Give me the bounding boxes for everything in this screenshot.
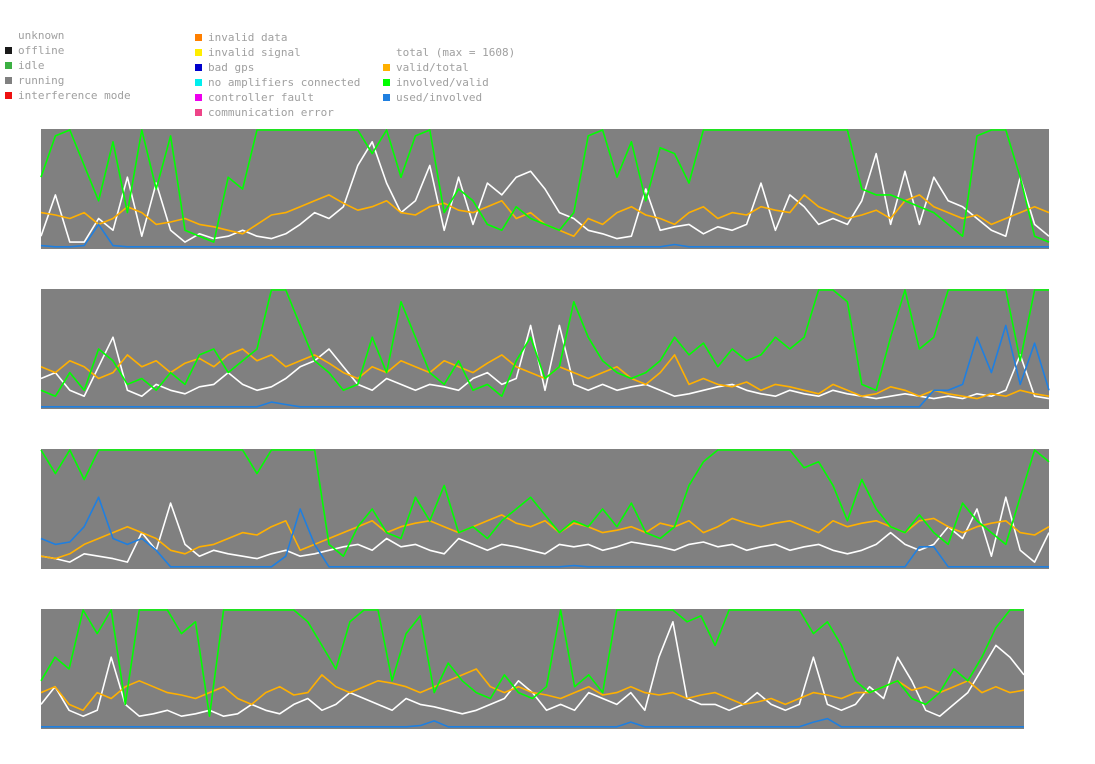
- series-total-line: [40, 496, 1050, 563]
- chart-panel-3: [40, 449, 1050, 569]
- legend-label: involved/valid: [396, 76, 489, 89]
- legend-swatch: [195, 94, 202, 101]
- series-involved-valid-line: [40, 609, 1024, 718]
- legend-label: offline: [18, 44, 65, 57]
- legend-swatch: [383, 94, 390, 101]
- legend-swatch: [195, 79, 202, 86]
- legend-label: no amplifiers connected: [208, 76, 361, 89]
- series-involved-valid-line: [40, 129, 1050, 243]
- legend-label: total (max = 1608): [396, 46, 516, 59]
- legend-label: communication error: [208, 106, 334, 119]
- series-total-line: [40, 324, 1050, 400]
- chart-panel-2: [40, 289, 1050, 409]
- chart-panel-1: [40, 129, 1050, 249]
- series-used-involved-line: [40, 223, 1049, 248]
- legend-swatch: [383, 64, 390, 71]
- legend-swatch: [195, 64, 202, 71]
- legend-swatch: [5, 62, 12, 69]
- series-used-involved-line: [41, 324, 1050, 408]
- legend-label: running: [18, 74, 65, 87]
- legend-label: invalid data: [208, 31, 288, 44]
- series-valid-total-line: [40, 668, 1025, 712]
- legend-label: idle: [18, 59, 45, 72]
- panel-background-running: [41, 609, 1024, 729]
- legend-label: valid/total: [396, 61, 469, 74]
- series-used-involved-line: [40, 496, 1049, 568]
- legend-swatch: [195, 49, 202, 56]
- legend-label: interference mode: [18, 89, 131, 102]
- legend-label: unknown: [18, 29, 65, 42]
- legend-swatch: [5, 77, 12, 84]
- series-valid-total-line: [40, 514, 1050, 560]
- legend-swatch: [195, 34, 202, 41]
- legend-swatch: [195, 109, 202, 116]
- legend-swatch: [5, 32, 12, 39]
- legend-swatch: [383, 49, 390, 56]
- legend-label: invalid signal: [208, 46, 301, 59]
- series-total-line: [40, 141, 1050, 243]
- legend-label: bad gps: [208, 61, 255, 74]
- legend-swatch: [5, 47, 12, 54]
- legend-label: used/involved: [396, 91, 483, 104]
- legend-swatch: [5, 92, 12, 99]
- chart-panel-4: [40, 609, 1025, 729]
- legend-label: controller fault: [208, 91, 314, 104]
- panel-background-running: [41, 449, 1049, 569]
- series-involved-valid-line: [40, 289, 1049, 398]
- legend-swatch: [383, 79, 390, 86]
- series-used-involved-line: [41, 717, 1024, 728]
- series-involved-valid-line: [40, 449, 1050, 558]
